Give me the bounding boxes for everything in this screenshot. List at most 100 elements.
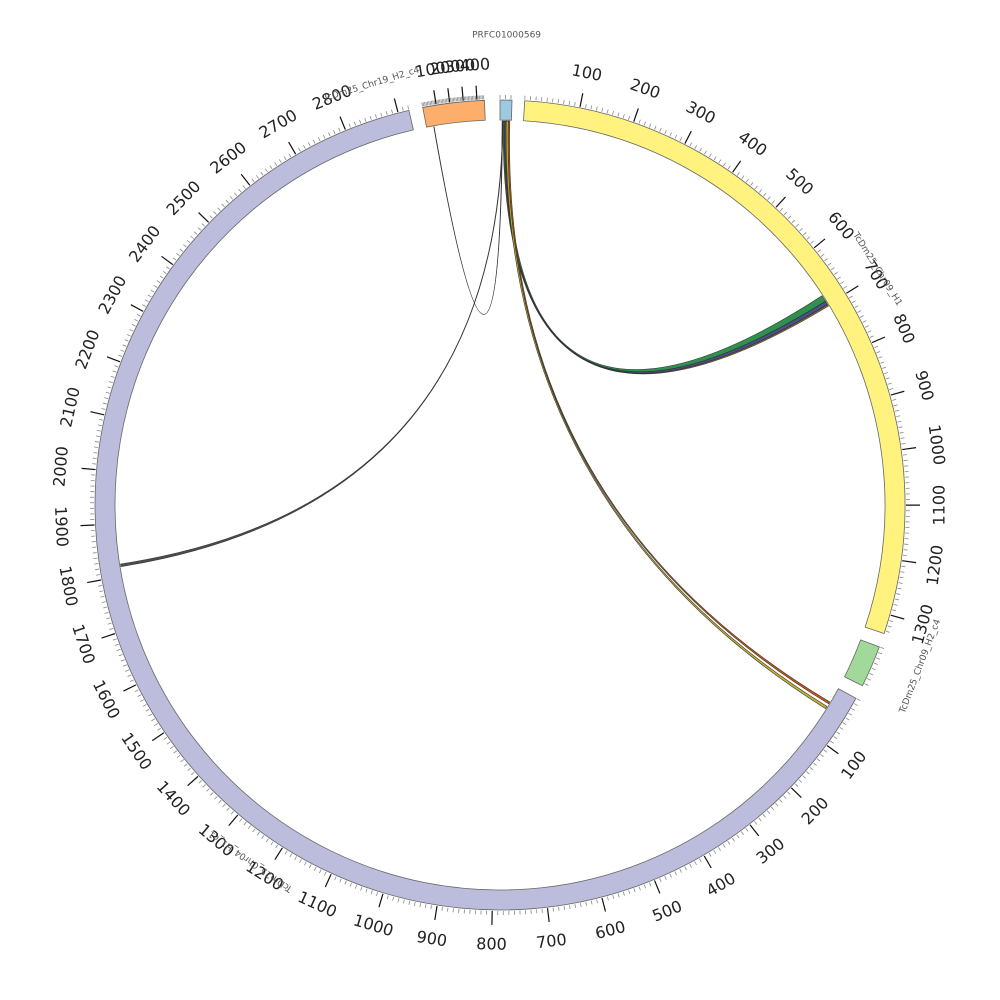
tick-minor [359, 119, 362, 124]
tick-minor [799, 227, 803, 232]
tick-minor [255, 175, 259, 179]
tick-minor [386, 895, 389, 900]
tick-minor [101, 408, 106, 410]
tick-minor [124, 339, 129, 342]
tick-minor [896, 593, 901, 595]
tick-minor [837, 276, 841, 280]
tick-minor [806, 236, 811, 240]
tick-minor [783, 211, 788, 216]
tick-minor [120, 659, 125, 662]
tick-minor [622, 114, 625, 119]
tick-minor [214, 796, 218, 800]
tick-minor [380, 112, 383, 117]
tick-minor [443, 98, 445, 103]
tick-label-chr04_h1_c1: 900 [415, 927, 448, 951]
tick-minor [901, 565, 906, 568]
tick-major [601, 897, 607, 912]
tick-minor [112, 638, 117, 641]
tick-minor [750, 182, 754, 186]
tick-label-chr04_h1_c1: 700 [535, 930, 568, 952]
tick-label-chr09_h1: 1000 [925, 423, 949, 466]
tick-minor [339, 878, 342, 883]
tick-minor [633, 888, 636, 893]
tick-minor [882, 366, 887, 369]
tick-minor [803, 232, 807, 236]
tick-minor [859, 315, 864, 318]
tick-minor [190, 235, 194, 239]
tick-label-chr04_h1_c1: 1900 [51, 506, 72, 548]
tick-minor [198, 780, 203, 784]
tick-minor [723, 162, 726, 167]
tick-minor [369, 116, 372, 121]
tick-minor [131, 324, 136, 327]
tick-minor [201, 223, 206, 227]
tick-minor [758, 189, 763, 193]
tick-minor [869, 335, 874, 338]
tick-label-chr09_h1: 500 [782, 164, 817, 199]
tick-minor [896, 415, 901, 418]
tick-minor [134, 319, 139, 322]
tick-minor [617, 112, 620, 117]
tick-minor [116, 648, 121, 652]
tick-minor [252, 828, 256, 833]
tick-minor [274, 162, 278, 167]
tick-label-chr19_h2_c4: 200 [429, 56, 462, 79]
tick-minor [791, 219, 796, 224]
tick-minor [112, 370, 117, 373]
tick-minor [99, 590, 104, 593]
tick-label-chr04_h1_c1: 800 [476, 934, 507, 954]
tick-minor [771, 200, 775, 204]
tick-minor [574, 101, 576, 106]
tick-minor [867, 330, 872, 333]
tick-major [339, 116, 346, 130]
tick-minor [436, 99, 438, 104]
tick-minor [270, 841, 274, 846]
tick-minor [754, 821, 758, 825]
tick-major [732, 160, 742, 173]
tick-major [161, 255, 174, 266]
tick-minor [106, 617, 111, 620]
tick-minor [334, 876, 337, 881]
tick-minor [247, 825, 252, 829]
tick-minor [853, 703, 858, 706]
tick-minor [265, 838, 269, 843]
tick-minor [447, 98, 449, 103]
tick-minor [109, 627, 114, 630]
tick-minor [101, 601, 106, 604]
tick-minor [779, 207, 784, 212]
tick-minor [354, 884, 358, 889]
tick-minor [824, 258, 828, 262]
tick-minor [425, 101, 427, 106]
tick-minor [187, 767, 191, 771]
tick-label-chr19_h2_c4: 400 [459, 54, 491, 75]
tick-minor [880, 646, 885, 649]
tick-minor [265, 168, 268, 173]
tick-major [813, 238, 826, 249]
tick-minor [897, 587, 902, 590]
tick-minor [894, 598, 899, 601]
tick-major [187, 775, 199, 787]
tick-minor [217, 207, 221, 211]
tick-minor [601, 107, 604, 113]
tick-minor [348, 123, 351, 128]
tick-minor [93, 452, 98, 454]
tick-major [90, 411, 105, 416]
tick-minor [736, 172, 740, 176]
tick-minor [856, 698, 861, 701]
tick-minor [275, 844, 279, 849]
tick-minor [897, 420, 902, 423]
tick-minor [338, 127, 341, 132]
tick-major [324, 873, 332, 888]
segment-name-prfc: PRFC01000569 [472, 31, 541, 41]
tick-minor [142, 704, 147, 707]
tick-minor [176, 754, 181, 758]
tick-minor [324, 871, 327, 876]
tick-major [447, 88, 451, 103]
tick-minor [731, 837, 735, 842]
tick-minor [842, 722, 847, 726]
tick-minor [120, 349, 125, 352]
tick-minor [874, 345, 879, 349]
tick-minor [322, 134, 326, 139]
tick-major [749, 824, 760, 837]
tick-minor [432, 100, 434, 105]
